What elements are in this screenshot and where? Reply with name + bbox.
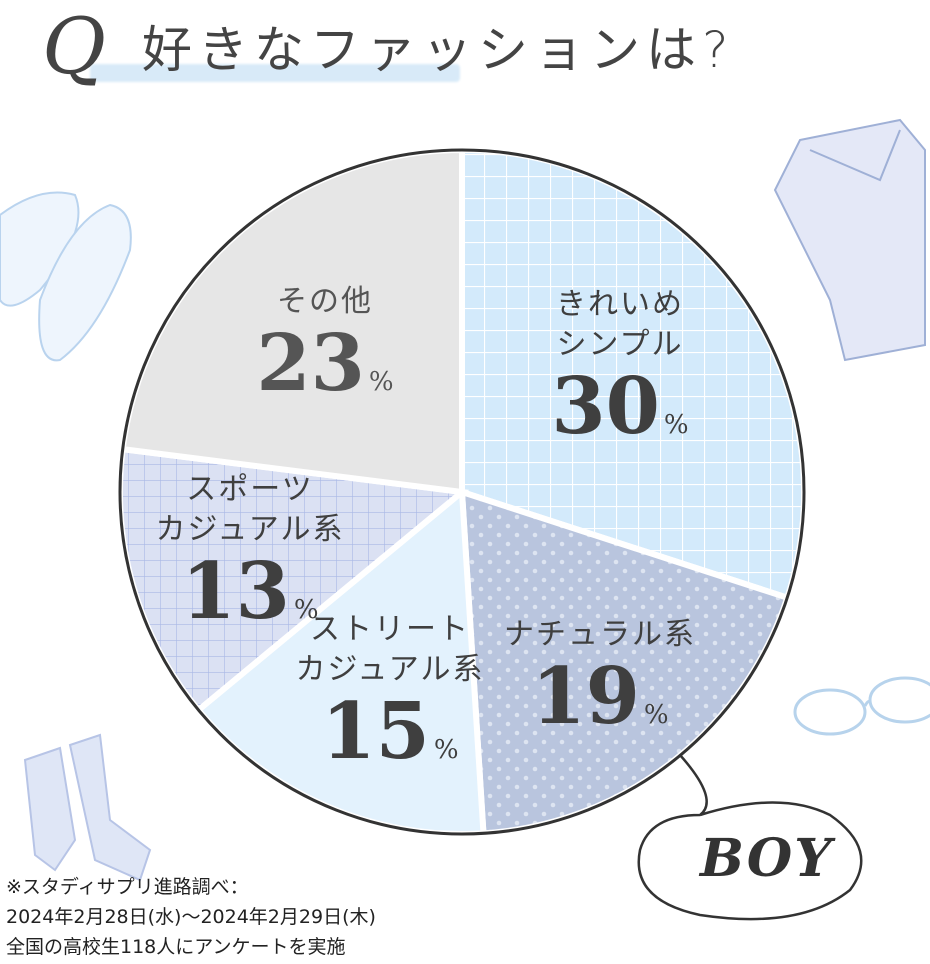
value-label: 15% (290, 690, 490, 792)
slice-label-kireime: きれいめ シンプル 30% (500, 285, 740, 467)
pie-slices (117, 146, 807, 837)
footnote-line: 全国の高校生118人にアンケートを実施 (6, 936, 346, 958)
label-line: きれいめ (556, 287, 684, 322)
glasses-illustration (793, 676, 930, 736)
value-number: 23 (256, 318, 365, 409)
speech-bubble (637, 754, 863, 921)
value-number: 30 (551, 361, 660, 452)
unit: % (368, 367, 394, 397)
value-number: 19 (531, 651, 640, 742)
value-number: 13 (181, 546, 290, 637)
shoes-illustration (0, 191, 132, 362)
slice-label-natural: ナチュラル系 19% (500, 615, 700, 757)
label-line: シンプル (556, 327, 684, 362)
label-line: その他 (277, 284, 373, 319)
boy-badge: BOY (700, 828, 834, 889)
title-text: 好きなファッションは? (142, 21, 735, 79)
footnote-line: ※スタディサプリ進路調べ： (6, 876, 249, 898)
label-line: カジュアル系 (155, 512, 345, 547)
label-line: ストリート (310, 612, 470, 647)
unit: % (643, 700, 669, 730)
pie-outline (118, 148, 806, 836)
chart-title: Q 好きなファッションは? (20, 0, 920, 110)
value-number: 15 (321, 686, 430, 777)
footnote: ※スタディサプリ進路調べ： 2024年2月28日(水)～2024年2月29日(木… (6, 872, 376, 962)
slice-label-sports: スポーツ カジュアル系 13% (150, 470, 350, 652)
value-label: 19% (500, 655, 700, 757)
label-line: ナチュラル系 (504, 617, 696, 652)
value-label: 23% (225, 322, 425, 424)
footnote-line: 2024年2月28日(水)～2024年2月29日(木) (6, 906, 376, 928)
unit: % (293, 595, 319, 625)
shirt-illustration (773, 118, 926, 362)
title-highlight (90, 64, 460, 82)
label-line: スポーツ (186, 472, 314, 507)
unit: % (433, 735, 459, 765)
q-mark: Q (42, 2, 106, 92)
slice-label-other: その他 23% (225, 282, 425, 424)
label-line: カジュアル系 (295, 652, 485, 687)
socks-illustration (23, 733, 152, 882)
slice-label-street: ストリート カジュアル系 15% (290, 610, 490, 792)
unit: % (663, 410, 689, 440)
value-label: 13% (150, 550, 350, 652)
value-label: 30% (500, 365, 740, 467)
